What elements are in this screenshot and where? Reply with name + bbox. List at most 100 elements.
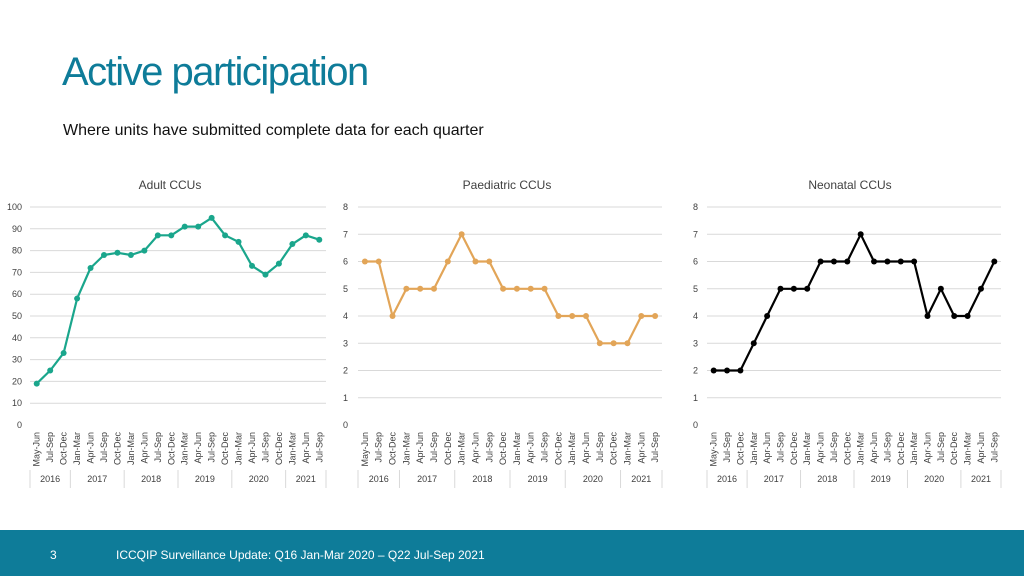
data-point	[316, 236, 323, 243]
x-tick-label: Jan-Mar	[856, 432, 866, 465]
x-tick-label: Oct-Dec	[609, 432, 619, 466]
chart-title: Adult CCUs	[139, 178, 202, 192]
x-tick-label: Oct-Dec	[498, 432, 508, 466]
x-tick-label: Jul-Sep	[936, 432, 946, 463]
data-point	[444, 258, 451, 265]
x-tick-label: Jan-Mar	[749, 432, 759, 465]
x-tick-label: Jul-Sep	[153, 432, 163, 463]
x-tick-label: Jan-Mar	[963, 432, 973, 465]
data-point	[47, 367, 54, 374]
data-point	[911, 258, 918, 265]
data-point	[262, 271, 269, 278]
x-tick-label: Apr-Jun	[762, 432, 772, 464]
x-tick-label: Oct-Dec	[388, 432, 398, 466]
data-point	[844, 258, 851, 265]
data-point	[275, 260, 282, 267]
y-tick-label: 0	[693, 420, 698, 430]
x-tick-label: Oct-Dec	[112, 432, 122, 466]
x-tick-label: Jul-Sep	[374, 432, 384, 463]
data-point	[74, 295, 81, 302]
x-tick-label: May-Jun	[32, 432, 42, 467]
year-label: 2017	[764, 474, 784, 484]
x-tick-label: Apr-Jun	[415, 432, 425, 464]
data-point	[638, 313, 645, 319]
year-label: 2021	[631, 474, 651, 484]
data-point	[924, 313, 931, 319]
x-tick-label: Apr-Jun	[526, 432, 536, 464]
x-tick-label: Apr-Jun	[86, 432, 96, 464]
data-point	[127, 251, 134, 258]
x-tick-label: Jan-Mar	[72, 432, 82, 465]
data-point	[817, 258, 824, 265]
x-tick-label: Jan-Mar	[126, 432, 136, 465]
data-point	[208, 214, 215, 221]
data-point	[652, 313, 659, 319]
data-point	[583, 313, 589, 319]
year-label: 2017	[87, 474, 107, 484]
year-label: 2021	[296, 474, 316, 484]
y-tick-label: 50	[12, 311, 22, 321]
chart-title: Paediatric CCUs	[463, 178, 552, 192]
x-tick-label: Jul-Sep	[989, 432, 999, 463]
y-tick-label: 2	[343, 366, 348, 376]
x-tick-label: Apr-Jun	[139, 432, 149, 464]
x-tick-label: Jul-Sep	[829, 432, 839, 463]
x-tick-label: Apr-Jun	[581, 432, 591, 464]
x-tick-label: Jul-Sep	[776, 432, 786, 463]
data-point	[302, 232, 309, 239]
data-point	[486, 258, 493, 265]
data-point	[977, 285, 984, 292]
x-tick-label: Jul-Sep	[207, 432, 217, 463]
y-tick-label: 70	[12, 267, 22, 277]
data-point	[154, 232, 161, 239]
y-tick-label: 7	[343, 229, 348, 239]
data-point	[991, 258, 998, 265]
year-label: 2018	[472, 474, 492, 484]
data-point	[417, 285, 424, 292]
y-tick-label: 6	[343, 257, 348, 267]
data-point	[555, 313, 562, 319]
data-point	[168, 232, 175, 239]
y-tick-label: 3	[693, 338, 698, 348]
series-line	[35, 216, 320, 385]
y-tick-label: 80	[12, 246, 22, 256]
year-label: 2016	[717, 474, 737, 484]
data-point	[764, 313, 771, 319]
y-tick-label: 6	[693, 257, 698, 267]
x-tick-label: May-Jun	[709, 432, 719, 467]
x-tick-label: Jan-Mar	[512, 432, 522, 465]
x-tick-label: Jul-Sep	[99, 432, 109, 463]
x-tick-label: Jul-Sep	[595, 432, 605, 463]
y-tick-label: 100	[7, 202, 22, 212]
x-tick-label: Jul-Sep	[722, 432, 732, 463]
x-tick-label: May-Jun	[360, 432, 370, 467]
x-tick-label: Jul-Sep	[540, 432, 550, 463]
data-point	[458, 231, 465, 238]
x-tick-label: Oct-Dec	[789, 432, 799, 466]
y-tick-label: 4	[693, 311, 698, 321]
x-tick-label: Apr-Jun	[816, 432, 826, 464]
data-point	[804, 285, 811, 292]
x-tick-label: Jul-Sep	[429, 432, 439, 463]
x-tick-label: Oct-Dec	[274, 432, 284, 466]
x-tick-label: Jul-Sep	[260, 432, 270, 463]
year-label: 2021	[971, 474, 991, 484]
x-tick-label: Jul-Sep	[882, 432, 892, 463]
data-point	[141, 247, 148, 254]
data-point	[101, 251, 107, 258]
x-tick-label: Oct-Dec	[949, 432, 959, 466]
x-tick-label: Apr-Jun	[470, 432, 480, 464]
data-point	[596, 340, 603, 347]
x-tick-label: Jan-Mar	[287, 432, 297, 465]
data-point	[195, 223, 202, 230]
data-point	[389, 313, 396, 319]
year-label: 2020	[249, 474, 269, 484]
page-number: 3	[50, 548, 57, 562]
page-title: Active participation	[62, 50, 369, 94]
data-point	[33, 380, 40, 387]
data-point	[724, 367, 731, 374]
x-tick-label: Jan-Mar	[802, 432, 812, 465]
x-tick-label: Apr-Jun	[923, 432, 933, 464]
data-point	[541, 285, 548, 292]
